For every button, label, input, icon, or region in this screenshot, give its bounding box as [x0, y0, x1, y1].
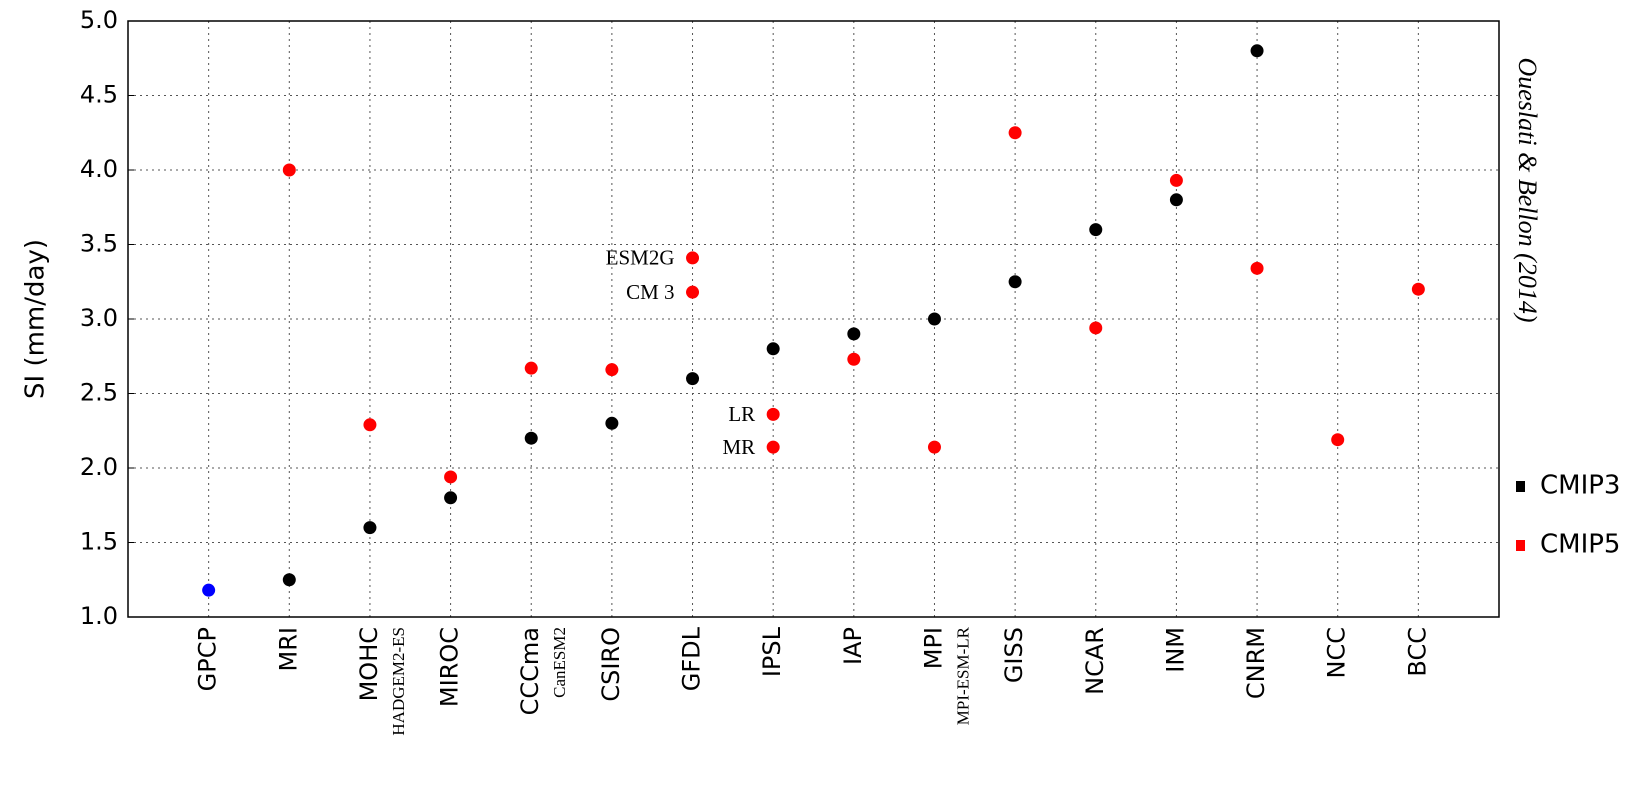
- x-tick-label: MOHC: [355, 627, 383, 701]
- x-tick-sublabel: MPI-ESM-LR: [953, 626, 972, 725]
- point: [686, 251, 700, 265]
- x-tick-label: GFDL: [678, 626, 706, 691]
- y-tick-label: 3.5: [80, 230, 118, 258]
- point: [927, 312, 941, 326]
- point: [1089, 321, 1103, 335]
- point: [1089, 223, 1103, 237]
- plot-frame: [127, 20, 1500, 618]
- y-tick-label: 2.0: [80, 453, 118, 481]
- point: [363, 521, 377, 535]
- x-tick-label: GISS: [1000, 627, 1028, 683]
- point: [927, 440, 941, 454]
- side-text: Oueslati & Bellon (2014): [1513, 57, 1542, 322]
- point: [202, 583, 216, 597]
- x-tick-sublabel: CanESM2: [550, 627, 569, 698]
- point: [282, 573, 296, 587]
- point: [1331, 433, 1345, 447]
- point-label: MR: [722, 435, 755, 459]
- y-tick-label: 1.5: [80, 528, 118, 556]
- point: [766, 440, 780, 454]
- x-tick-label: NCC: [1323, 627, 1351, 678]
- point: [847, 352, 861, 366]
- point: [1250, 261, 1264, 275]
- point: [766, 342, 780, 356]
- point: [1008, 126, 1022, 140]
- point: [524, 431, 538, 445]
- point: [686, 285, 700, 299]
- point: [1250, 44, 1264, 58]
- y-tick-label: 4.5: [80, 81, 118, 109]
- point: [444, 470, 458, 484]
- point: [686, 372, 700, 386]
- x-tick-label: MRI: [274, 627, 302, 671]
- point-label: ESM2G: [606, 246, 675, 270]
- point: [1411, 282, 1425, 296]
- point: [524, 361, 538, 375]
- x-tick-label: CCCma: [516, 627, 544, 715]
- point: [1169, 193, 1183, 207]
- y-tick-label: 2.5: [80, 379, 118, 407]
- point-label: CM 3: [626, 280, 674, 304]
- y-axis-label: SI (mm/day): [21, 239, 51, 399]
- legend-swatch: [1516, 540, 1525, 551]
- y-tick-label: 5.0: [80, 6, 118, 34]
- point: [605, 416, 619, 430]
- x-tick-label: IPSL: [758, 626, 786, 677]
- legend-swatch: [1516, 481, 1525, 492]
- x-tick-label: CNRM: [1242, 627, 1270, 699]
- x-tick-label: MIROC: [436, 627, 464, 707]
- point: [1008, 275, 1022, 289]
- point-label: LR: [728, 402, 755, 426]
- point: [605, 363, 619, 377]
- legend-label: CMIP3: [1540, 471, 1620, 501]
- y-tick-label: 1.0: [80, 602, 118, 630]
- x-tick-label: MPI: [919, 627, 947, 669]
- point: [282, 163, 296, 177]
- legend-label: CMIP5: [1540, 530, 1620, 560]
- x-tick-label: BCC: [1403, 627, 1431, 677]
- x-tick-label: IAP: [839, 627, 867, 665]
- x-tick-sublabel: HADGEM2-ES: [389, 627, 408, 736]
- point: [1169, 173, 1183, 187]
- point: [847, 327, 861, 341]
- point: [766, 407, 780, 421]
- y-tick-label: 3.0: [80, 304, 118, 332]
- point: [363, 418, 377, 432]
- x-tick-label: CSIRO: [597, 627, 625, 702]
- x-tick-label: NCAR: [1081, 627, 1109, 695]
- point: [444, 491, 458, 505]
- y-tick-label: 4.0: [80, 155, 118, 183]
- x-tick-label: INM: [1161, 627, 1189, 673]
- x-tick-label: GPCP: [194, 627, 222, 691]
